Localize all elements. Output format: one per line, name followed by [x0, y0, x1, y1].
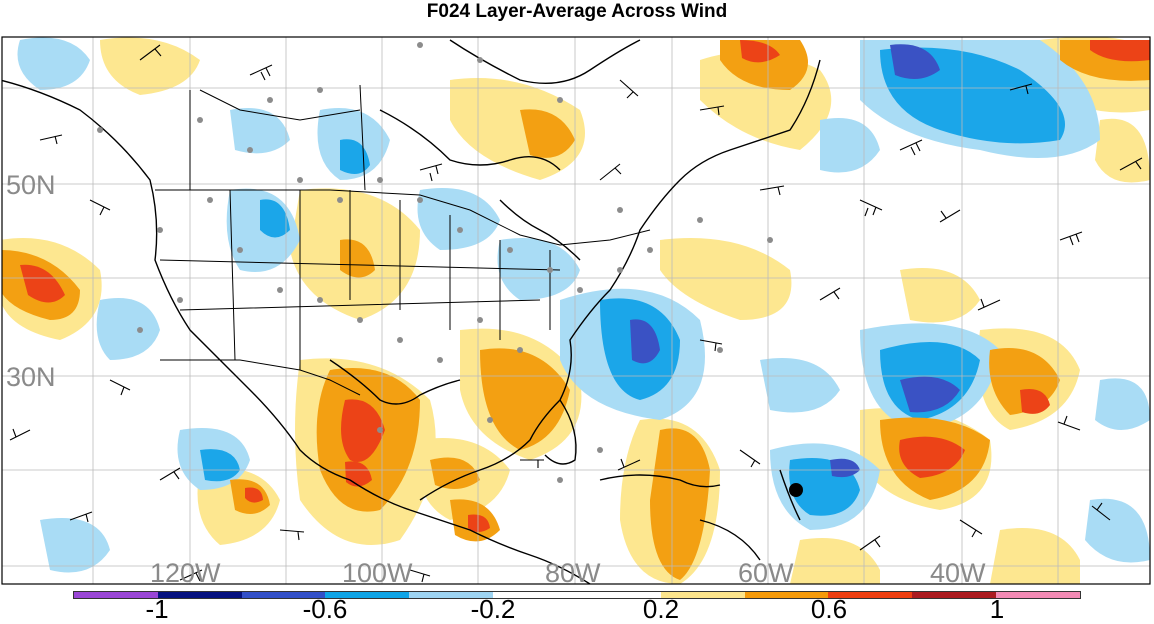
lon-label-100w: 100W — [342, 558, 413, 588]
colorbar-segment — [241, 592, 326, 598]
colorbar-segment — [325, 592, 410, 598]
colorbar-segment — [660, 592, 745, 598]
colorbar-label-1: 1 — [989, 594, 1005, 624]
colorbar-segment — [912, 592, 997, 598]
colorbar-segment — [409, 592, 494, 598]
colorbar-label-02: 0.2 — [642, 594, 680, 624]
colorbar-segment — [157, 592, 242, 598]
wind-barbs — [9, 44, 1143, 583]
lon-label-40w: 40W — [930, 558, 986, 588]
map-title: F024 Layer-Average Across Wind — [426, 1, 728, 22]
colorbar-label-06: 0.6 — [810, 594, 848, 624]
map-frame — [1, 36, 1151, 585]
colorbar-segment — [996, 592, 1080, 598]
lat-label-50n: 50N — [6, 170, 56, 200]
station-markers — [97, 42, 773, 483]
colorbar-segment — [828, 592, 913, 598]
colorbar-label-neg1: -1 — [145, 594, 169, 624]
colorbar-segment — [74, 592, 158, 598]
anomaly-negative-dark — [630, 44, 960, 478]
colorbar-segment — [744, 592, 829, 598]
colorbar — [73, 591, 1081, 599]
colorbar-label-neg06: -0.6 — [302, 594, 348, 624]
lon-label-80w: 80W — [545, 558, 601, 588]
colorbar-segment — [576, 592, 661, 598]
lat-label-30n: 30N — [6, 362, 56, 392]
political-borders — [155, 84, 651, 396]
lon-label-120w: 120W — [150, 558, 221, 588]
anomaly-positive-dark — [20, 40, 1150, 532]
graticule — [2, 37, 1150, 584]
colorbar-label-neg02: -0.2 — [470, 594, 516, 624]
colorbar-segment — [493, 592, 577, 598]
storm-center-marker — [789, 483, 803, 497]
lon-label-60w: 60W — [738, 558, 794, 588]
